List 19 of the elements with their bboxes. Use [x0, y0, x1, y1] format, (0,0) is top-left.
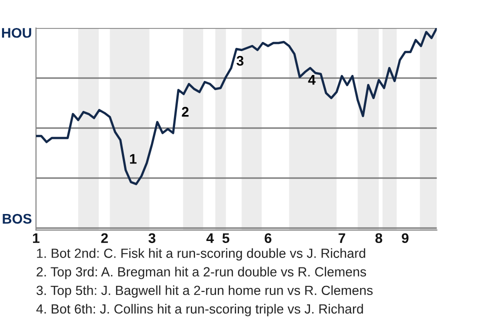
- x-tick-label: 7: [338, 233, 346, 243]
- annotation: 3: [236, 56, 244, 66]
- x-tick-label: 5: [222, 233, 230, 244]
- text: 1. Bot 2nd: C. Fisk hit a run-scoring double vs J. Richard: [37, 248, 366, 261]
- annotation: 1: [130, 154, 137, 164]
- annotation: 4: [308, 75, 316, 85]
- text: 2. Top 3rd: A. Bregman hit a 2-run double vs R. Clemens: [36, 266, 366, 280]
- x-tick-label: 6: [264, 233, 272, 244]
- annotation: 2: [182, 106, 189, 117]
- x-tick-label: 4: [206, 233, 214, 243]
- x-tick-label: 3: [148, 233, 156, 244]
- x-tick-label: 9: [402, 233, 409, 244]
- text: 3. Top 5th: J. Bagwell hit a 2-run home run vs R. Clemens: [36, 285, 373, 298]
- text: HOU: [2, 28, 32, 38]
- x-tick-label: 8: [375, 233, 382, 244]
- text: BOS: [2, 214, 32, 224]
- text: 4. Bot 6th: J. Collins hit a run-scoring triple vs J. Richard: [36, 304, 363, 316]
- x-tick-label: 2: [101, 233, 108, 243]
- x-tick-label: 1: [33, 233, 40, 243]
